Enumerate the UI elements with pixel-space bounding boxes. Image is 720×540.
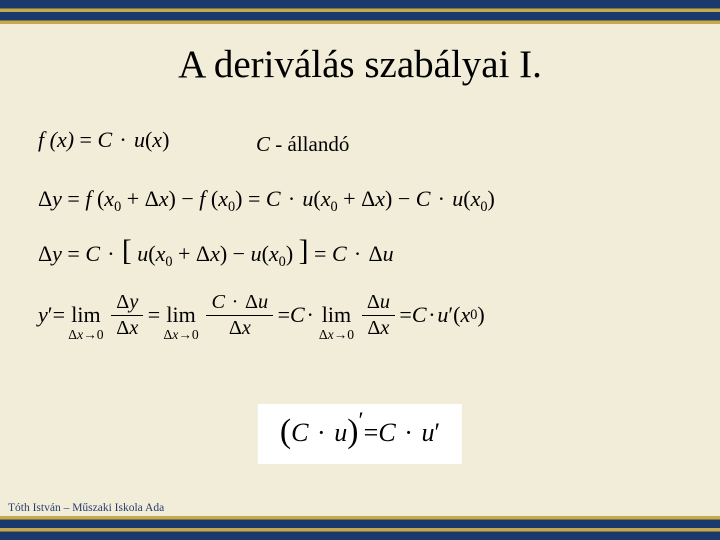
paren-left: ( — [280, 413, 291, 451]
footer-attribution: Tóth István – Műszaki Iskola Ada — [8, 502, 164, 514]
constant-note: C - állandó — [256, 132, 349, 157]
paren-right: ) — [347, 413, 358, 451]
math-text: Δy = f (x0 + Δx) − f (x0) = C · u(x0 + Δ… — [38, 186, 495, 216]
slide-title: A deriválás szabályai I. — [30, 42, 690, 87]
math-text: Δy = C · [ u(x0 + Δx) − u(x0) ] = C · Δu — [38, 236, 394, 271]
equation-definition: f (x) = C · u(x) — [38, 127, 169, 153]
boxed-result: ( C · u ) ′ = C · u′ — [258, 404, 462, 464]
boxed-lhs: C · u — [291, 418, 347, 448]
note-c: C — [256, 132, 270, 156]
lim-operator: lim Δx→0 — [68, 304, 103, 342]
fraction: Δy Δx — [111, 292, 143, 338]
fraction: C · Δu Δx — [206, 292, 273, 338]
boxed-rhs: C · u′ — [378, 418, 440, 448]
slide-content: A deriválás szabályai I. f (x) = C · u(x… — [0, 24, 720, 516]
equation-limit: y′ = lim Δx→0 Δy Δx = lim Δx→0 C · Δu Δx… — [38, 292, 485, 338]
fraction: Δu Δx — [362, 292, 395, 338]
bottom-border — [0, 516, 720, 540]
note-text: - állandó — [270, 132, 349, 156]
top-border — [0, 0, 720, 24]
lim-operator: lim Δx→0 — [319, 304, 354, 342]
math-text: f (x) = C · u(x) — [38, 127, 169, 153]
equation-delta-y-expanded: Δy = f (x0 + Δx) − f (x0) = C · u(x0 + Δ… — [38, 186, 495, 216]
prime-mark: ′ — [359, 408, 364, 435]
eq-sign: = — [364, 418, 379, 448]
lim-operator: lim Δx→0 — [163, 304, 198, 342]
equation-delta-y-factored: Δy = C · [ u(x0 + Δx) − u(x0) ] = C · Δu — [38, 236, 394, 271]
